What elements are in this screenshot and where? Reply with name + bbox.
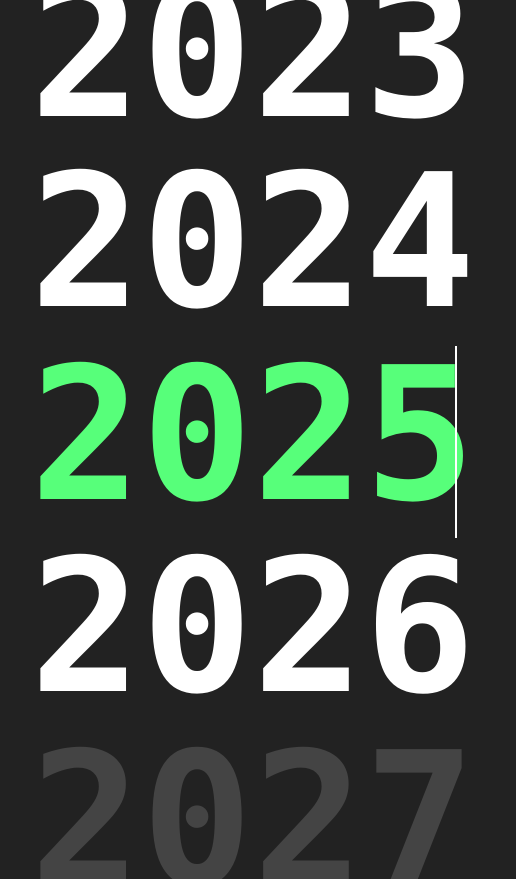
year-option-2026[interactable]: 2026 — [30, 519, 476, 735]
year-option-2025-selected[interactable]: 2025 — [30, 327, 476, 543]
year-option-2024[interactable]: 2024 — [30, 134, 476, 350]
year-option-2027[interactable]: 2027 — [30, 712, 476, 879]
year-option-2023[interactable]: 2023 — [30, 0, 476, 160]
text-cursor — [455, 346, 457, 538]
